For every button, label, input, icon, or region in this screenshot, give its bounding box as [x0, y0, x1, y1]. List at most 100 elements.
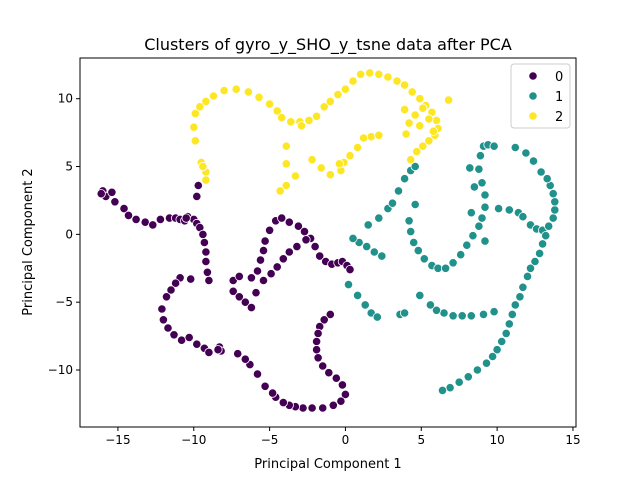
data-point-cluster-2 — [272, 106, 282, 116]
data-point-cluster-0 — [204, 347, 214, 357]
data-point-cluster-0 — [186, 274, 196, 284]
x-tick-label: −5 — [261, 433, 279, 447]
data-point-cluster-1 — [537, 239, 548, 249]
data-point-cluster-1 — [393, 186, 404, 196]
y-tick-label: −10 — [48, 363, 73, 377]
x-tick-label: 0 — [342, 433, 350, 447]
data-point-cluster-1 — [477, 213, 487, 223]
data-point-cluster-1 — [374, 213, 384, 223]
data-point-cluster-0 — [284, 217, 294, 227]
data-point-cluster-1 — [363, 220, 373, 230]
data-point-cluster-2 — [399, 80, 410, 90]
data-point-cluster-0 — [192, 339, 202, 349]
data-point-cluster-1 — [437, 385, 448, 395]
data-point-cluster-2 — [311, 111, 322, 121]
data-point-cluster-0 — [258, 246, 269, 256]
data-point-cluster-0 — [337, 380, 347, 390]
data-point-cluster-2 — [296, 121, 307, 131]
data-point-cluster-1 — [522, 271, 533, 281]
data-point-cluster-2 — [392, 76, 402, 86]
legend-marker-0 — [528, 71, 538, 81]
legend-box — [510, 63, 571, 129]
axes-frame — [79, 57, 577, 428]
data-point-cluster-2 — [443, 95, 454, 105]
data-point-cluster-0 — [169, 330, 179, 340]
data-point-cluster-1 — [489, 141, 499, 151]
data-point-cluster-2 — [383, 72, 393, 82]
data-point-cluster-1 — [525, 263, 536, 273]
data-point-cluster-2 — [401, 129, 411, 139]
data-point-cluster-1 — [410, 161, 420, 172]
data-point-cluster-2 — [243, 87, 253, 97]
data-point-cluster-0 — [204, 275, 214, 286]
data-point-cluster-1 — [457, 311, 467, 321]
data-point-cluster-0 — [292, 242, 302, 252]
data-point-cluster-1 — [548, 213, 558, 223]
data-point-cluster-0 — [328, 400, 338, 410]
data-point-cluster-2 — [319, 102, 329, 112]
data-point-cluster-0 — [293, 221, 303, 231]
data-point-cluster-1 — [343, 279, 354, 290]
data-point-cluster-0 — [278, 397, 288, 408]
data-point-cluster-2 — [415, 94, 425, 104]
data-point-cluster-0 — [246, 273, 256, 283]
data-point-cluster-2 — [189, 122, 199, 132]
data-point-cluster-0 — [234, 271, 244, 281]
data-point-cluster-0 — [252, 369, 263, 379]
data-point-cluster-2 — [340, 84, 350, 94]
data-point-cluster-0 — [184, 332, 194, 343]
data-point-cluster-2 — [325, 170, 335, 180]
data-point-cluster-0 — [267, 388, 278, 398]
data-point-cluster-0 — [340, 389, 350, 399]
data-point-cluster-1 — [372, 312, 382, 322]
data-point-cluster-0 — [331, 373, 341, 383]
plot-area — [96, 68, 560, 413]
data-point-cluster-0 — [171, 278, 181, 288]
data-point-cluster-1 — [448, 311, 458, 321]
data-point-cluster-1 — [369, 247, 379, 257]
data-point-cluster-0 — [228, 286, 238, 296]
data-point-cluster-2 — [365, 68, 375, 78]
data-point-cluster-0 — [311, 336, 322, 347]
data-point-cluster-0 — [155, 214, 165, 224]
data-point-cluster-1 — [521, 148, 531, 158]
data-point-cluster-2 — [316, 163, 326, 173]
data-point-cluster-0 — [193, 180, 203, 191]
data-point-cluster-1 — [448, 258, 458, 268]
data-point-cluster-1 — [481, 358, 492, 368]
data-point-cluster-2 — [304, 115, 314, 126]
data-point-cluster-1 — [501, 328, 511, 338]
data-point-cluster-0 — [202, 267, 212, 277]
data-point-cluster-1 — [504, 319, 514, 329]
data-point-cluster-1 — [480, 190, 490, 200]
data-point-cluster-0 — [301, 235, 311, 245]
data-point-cluster-1 — [510, 142, 520, 153]
data-point-cluster-2 — [348, 76, 358, 86]
data-point-cluster-0 — [140, 217, 150, 227]
data-point-cluster-0 — [311, 345, 322, 355]
data-point-cluster-1 — [534, 248, 545, 258]
data-point-cluster-1 — [425, 300, 435, 310]
data-point-cluster-0 — [260, 236, 270, 246]
data-point-cluster-1 — [463, 372, 473, 382]
data-point-cluster-1 — [530, 256, 540, 267]
data-point-cluster-0 — [198, 229, 208, 239]
data-point-cluster-1 — [465, 163, 475, 173]
data-point-cluster-1 — [415, 290, 425, 300]
data-point-cluster-0 — [299, 227, 310, 237]
data-point-cluster-1 — [528, 156, 539, 166]
data-point-cluster-2 — [290, 171, 300, 181]
data-point-cluster-0 — [278, 254, 288, 264]
data-point-cluster-1 — [542, 174, 552, 184]
data-point-cluster-2 — [412, 147, 422, 157]
data-point-cluster-1 — [440, 263, 451, 273]
data-point-cluster-0 — [251, 288, 261, 298]
data-point-cluster-1 — [504, 205, 514, 215]
data-point-cluster-1 — [550, 197, 560, 207]
data-point-cluster-0 — [192, 191, 202, 201]
data-point-cluster-1 — [497, 336, 507, 347]
data-point-cluster-1 — [472, 365, 482, 375]
data-point-cluster-2 — [424, 114, 434, 124]
data-point-cluster-2 — [418, 103, 428, 113]
data-point-cluster-1 — [541, 231, 551, 241]
